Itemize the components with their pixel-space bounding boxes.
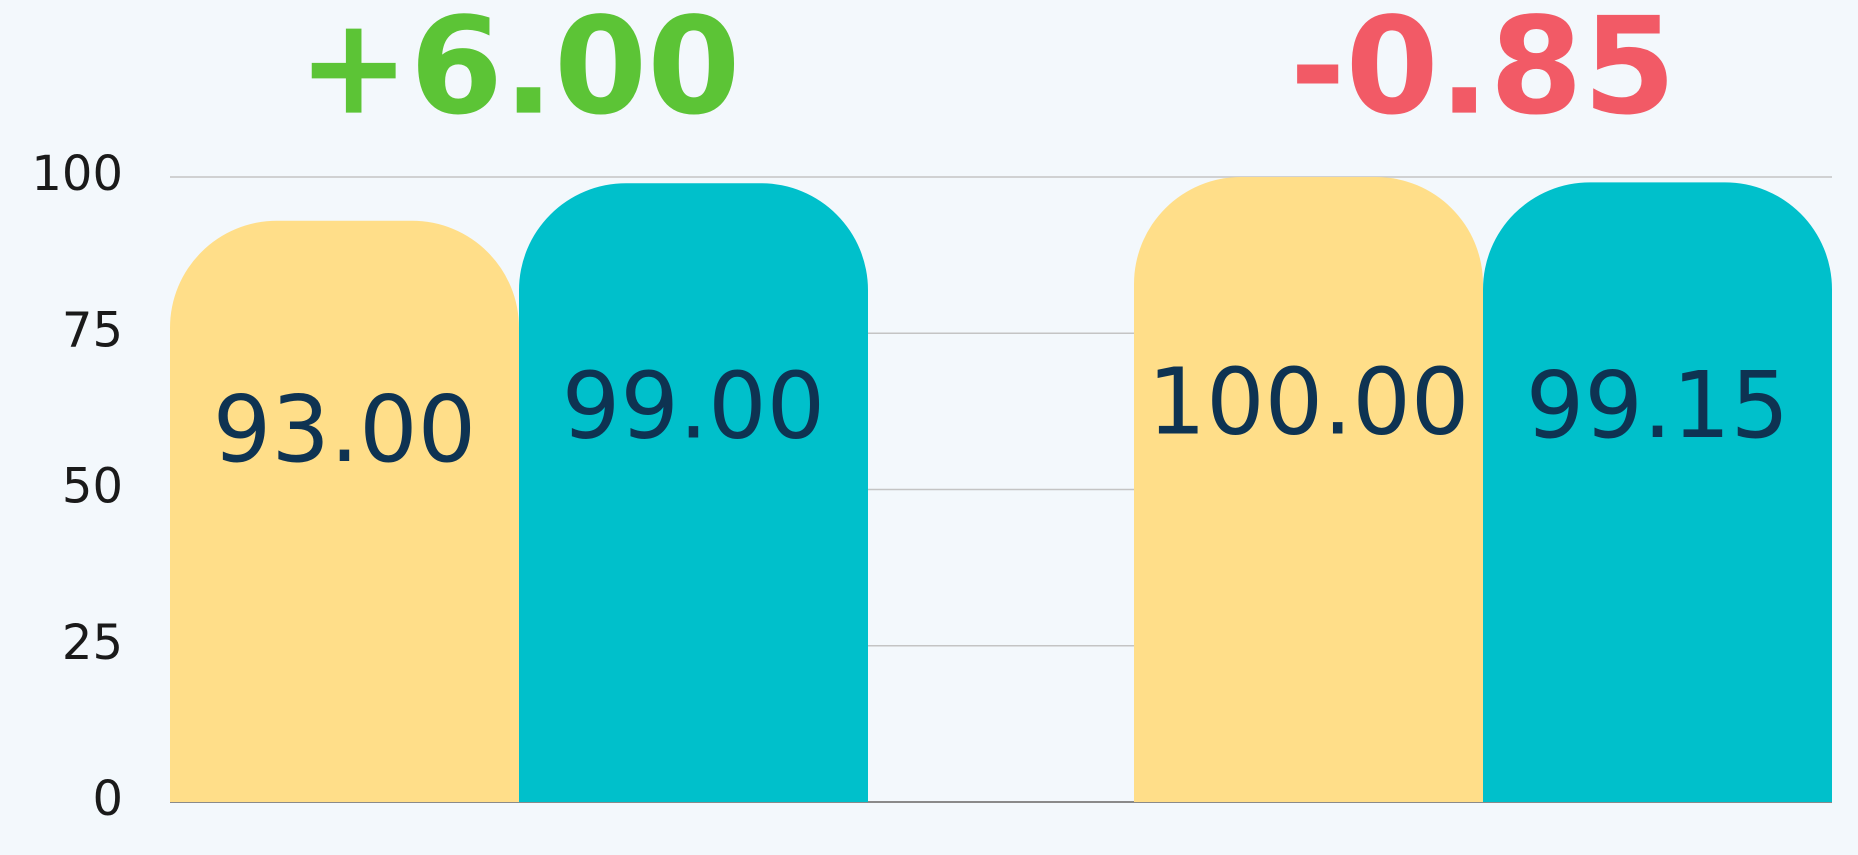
value-label: 99.00 bbox=[562, 353, 825, 460]
y-tick-label: 100 bbox=[31, 146, 123, 202]
difference-label: +6.00 bbox=[298, 0, 741, 145]
y-tick-label: 75 bbox=[62, 302, 123, 358]
value-label: 100.00 bbox=[1148, 349, 1470, 456]
bar bbox=[519, 183, 868, 802]
value-label: 93.00 bbox=[213, 376, 476, 483]
value-label: 99.15 bbox=[1526, 352, 1789, 459]
y-tick-label: 50 bbox=[62, 459, 123, 515]
bar bbox=[170, 220, 519, 802]
difference-label: -0.85 bbox=[1290, 0, 1676, 145]
bar bbox=[1134, 177, 1483, 802]
y-tick-label: 25 bbox=[62, 615, 123, 671]
y-tick-label: 0 bbox=[92, 771, 123, 827]
bar bbox=[1483, 182, 1832, 802]
